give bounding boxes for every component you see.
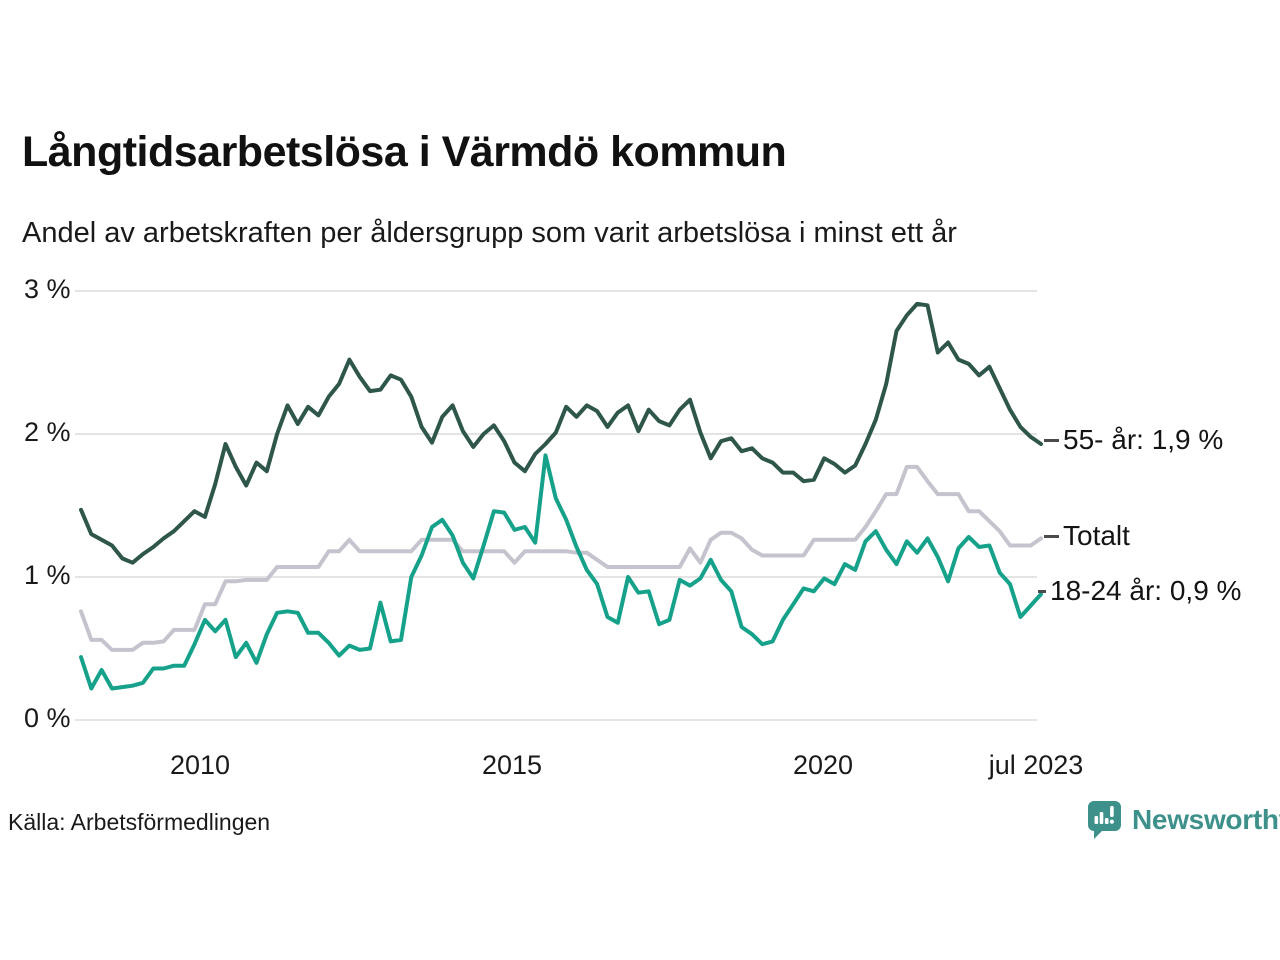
- chart-title: Långtidsarbetslösa i Värmdö kommun: [22, 128, 787, 176]
- x-axis-label-2015: 2015: [481, 750, 543, 780]
- newsworthy-speech-bubble-bar-chart-icon: [1088, 801, 1121, 839]
- legend-label-1824: 18-24 år: 0,9 %: [1050, 575, 1242, 606]
- legend-row-1824: 18-24 år: 0,9 %: [1038, 575, 1241, 607]
- x-axis-label-jul2023: jul 2023: [988, 750, 1084, 780]
- newsworthy-logo: Newsworthy: [1086, 799, 1280, 840]
- y-axis-label-3: 3 %: [24, 274, 71, 304]
- y-axis-label-2: 2 %: [24, 417, 71, 447]
- y-axis-label-0: 0 %: [24, 703, 71, 733]
- source-note: Källa: Arbetsförmedlingen: [8, 809, 271, 835]
- legend-label-55: 55- år: 1,9 %: [1063, 424, 1224, 455]
- newsworthy-wordmark: Newsworthy: [1132, 803, 1280, 835]
- series-line-18-24år: [79, 453, 1043, 691]
- legend-label-totalt: Totalt: [1063, 520, 1130, 551]
- legend-row-totalt: Totalt: [1044, 520, 1130, 552]
- series-line-55-år: [79, 301, 1043, 565]
- chart-subtitle: Andel av arbetskraften per åldersgrupp s…: [22, 217, 957, 249]
- legend-tick-totalt: [1044, 534, 1059, 538]
- x-axis-label-2010: 2010: [169, 750, 231, 780]
- legend-tick-55: [1044, 438, 1059, 442]
- x-axis-label-2020: 2020: [792, 750, 854, 780]
- legend-row-55: 55- år: 1,9 %: [1044, 424, 1223, 456]
- legend-tick-1824: [1038, 589, 1046, 593]
- y-axis-label-1: 1 %: [24, 560, 71, 590]
- series-line-Totalt: [79, 464, 1043, 652]
